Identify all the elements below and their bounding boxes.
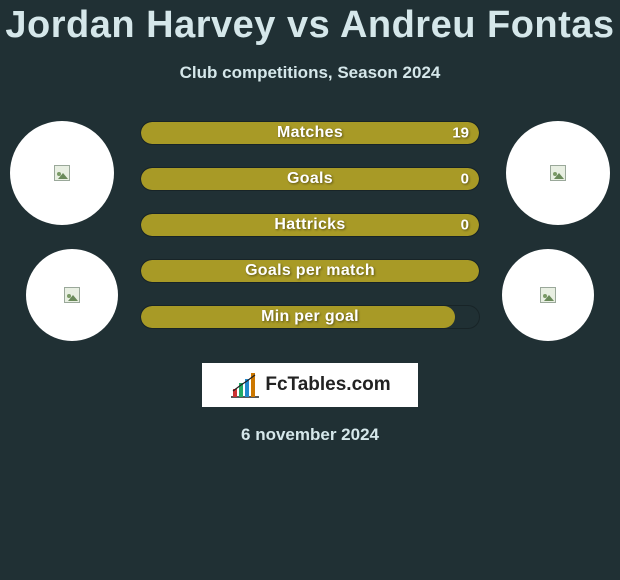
- image-placeholder-icon: [540, 287, 556, 303]
- stat-bar-goals: Goals0: [140, 167, 480, 191]
- image-placeholder-icon: [550, 165, 566, 181]
- stat-bars: Matches19Goals0Hattricks0Goals per match…: [140, 121, 480, 351]
- subtitle: Club competitions, Season 2024: [0, 63, 620, 83]
- stat-bar-value: 0: [461, 217, 469, 234]
- image-placeholder-icon: [64, 287, 80, 303]
- player2-avatar: [506, 121, 610, 225]
- vs-separator: vs: [287, 4, 330, 46]
- page-title: Jordan Harvey vs Andreu Fontas: [0, 0, 620, 47]
- stat-bar-matches: Matches19: [140, 121, 480, 145]
- player1-name: Jordan Harvey: [5, 4, 276, 46]
- player1-avatar: [10, 121, 114, 225]
- stat-bar-value: 19: [452, 125, 469, 142]
- player2-club-avatar: [502, 249, 594, 341]
- logo-text: FcTables.com: [265, 374, 390, 396]
- image-placeholder-icon: [54, 165, 70, 181]
- stat-bar-label: Goals: [141, 170, 479, 188]
- stat-bar-goals-per-match: Goals per match: [140, 259, 480, 283]
- stat-bar-label: Min per goal: [141, 308, 479, 326]
- stat-bar-label: Goals per match: [141, 262, 479, 280]
- stat-bar-label: Hattricks: [141, 216, 479, 234]
- comparison-area: Matches19Goals0Hattricks0Goals per match…: [0, 121, 620, 351]
- player1-club-avatar: [26, 249, 118, 341]
- logo-chart-icon: [229, 371, 261, 399]
- snapshot-date: 6 november 2024: [0, 425, 620, 445]
- fctables-logo: FcTables.com: [202, 363, 418, 407]
- stat-bar-min-per-goal: Min per goal: [140, 305, 480, 329]
- player2-name: Andreu Fontas: [340, 4, 615, 46]
- stat-bar-label: Matches: [141, 124, 479, 142]
- stat-bar-value: 0: [461, 171, 469, 188]
- stat-bar-hattricks: Hattricks0: [140, 213, 480, 237]
